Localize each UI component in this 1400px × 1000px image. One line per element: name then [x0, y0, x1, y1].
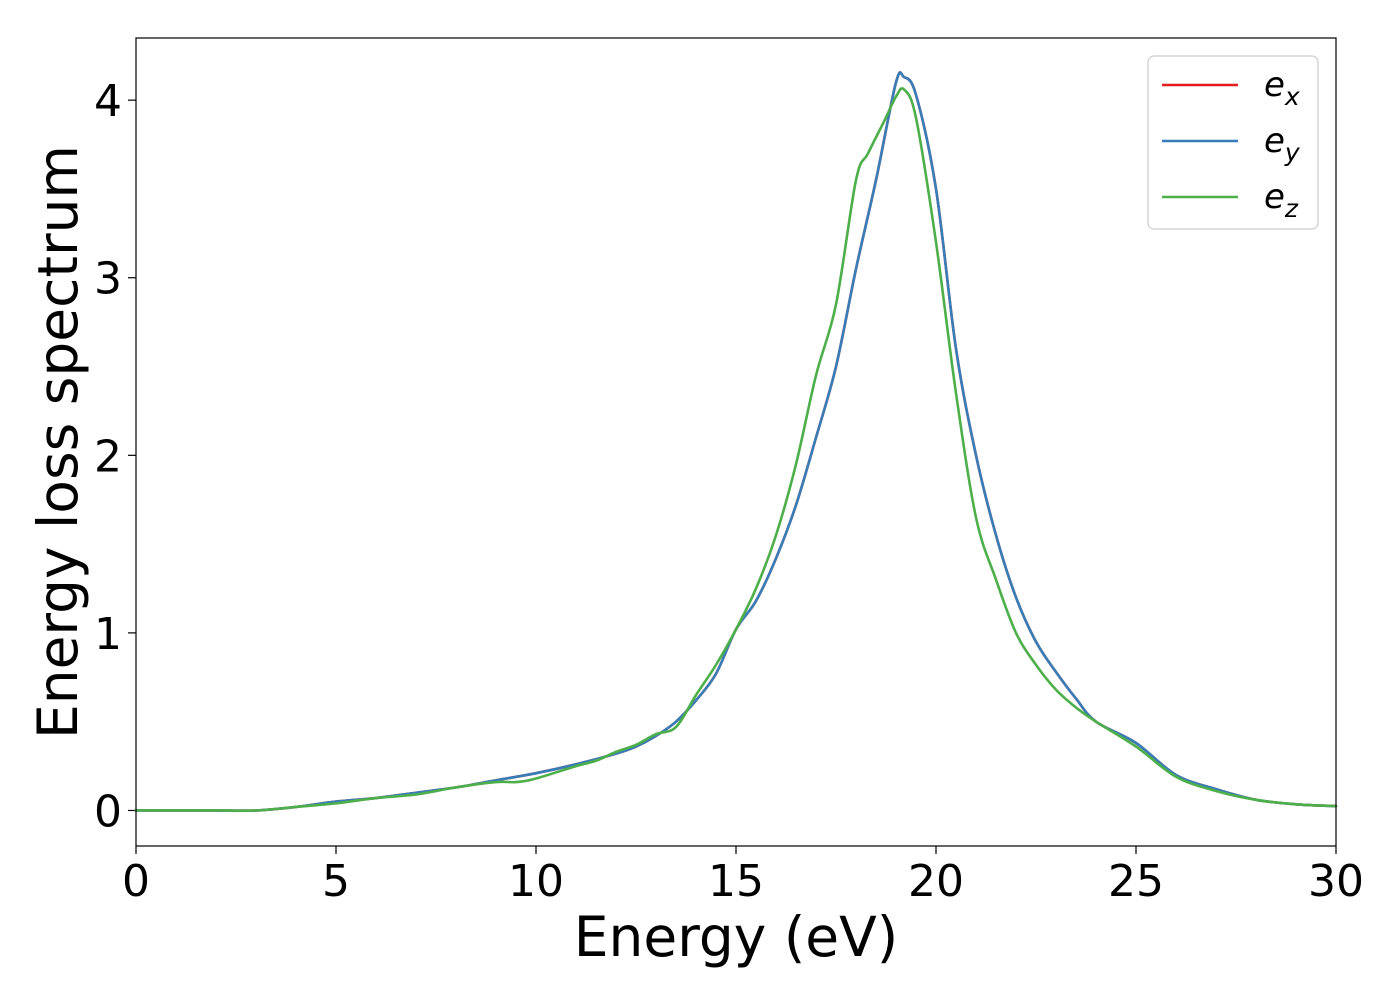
x-tick-label: 15 — [708, 856, 764, 907]
legend-label-x: ex — [1264, 65, 1300, 111]
y-tick-label: 0 — [94, 786, 122, 837]
x-tick-label: 20 — [908, 856, 964, 907]
plot-frame — [135, 37, 1337, 847]
legend-label-subscript: x — [1284, 82, 1300, 111]
legend-label-base: e — [1264, 121, 1285, 161]
x-tick-label: 10 — [508, 856, 564, 907]
legend-label-base: e — [1264, 65, 1285, 105]
x-tick-label: 0 — [122, 856, 150, 907]
y-tick-label: 2 — [94, 431, 122, 482]
legend-label-subscript: z — [1284, 194, 1299, 223]
x-axis-ticks: 0 5 10 15 20 25 30 — [122, 846, 1364, 907]
legend-label-subscript: y — [1284, 138, 1301, 167]
legend-label-base: e — [1264, 177, 1285, 217]
x-axis-label: Energy (eV) — [574, 905, 898, 969]
series-layer — [134, 71, 1338, 813]
legend-label-z: ez — [1264, 177, 1299, 223]
x-tick-label: 25 — [1108, 856, 1164, 907]
x-tick-label: 5 — [322, 856, 350, 907]
legend-label-y: ey — [1264, 121, 1301, 167]
legend-box — [1147, 55, 1319, 230]
y-tick-label: 1 — [94, 609, 122, 660]
y-axis-ticks: 0 1 2 3 4 — [94, 76, 136, 837]
series-line-z — [134, 87, 1338, 813]
y-axis-label: Energy loss spectrum — [26, 145, 90, 739]
y-tick-label: 4 — [94, 76, 122, 127]
x-tick-label: 30 — [1308, 856, 1364, 907]
y-tick-label: 3 — [94, 254, 122, 305]
